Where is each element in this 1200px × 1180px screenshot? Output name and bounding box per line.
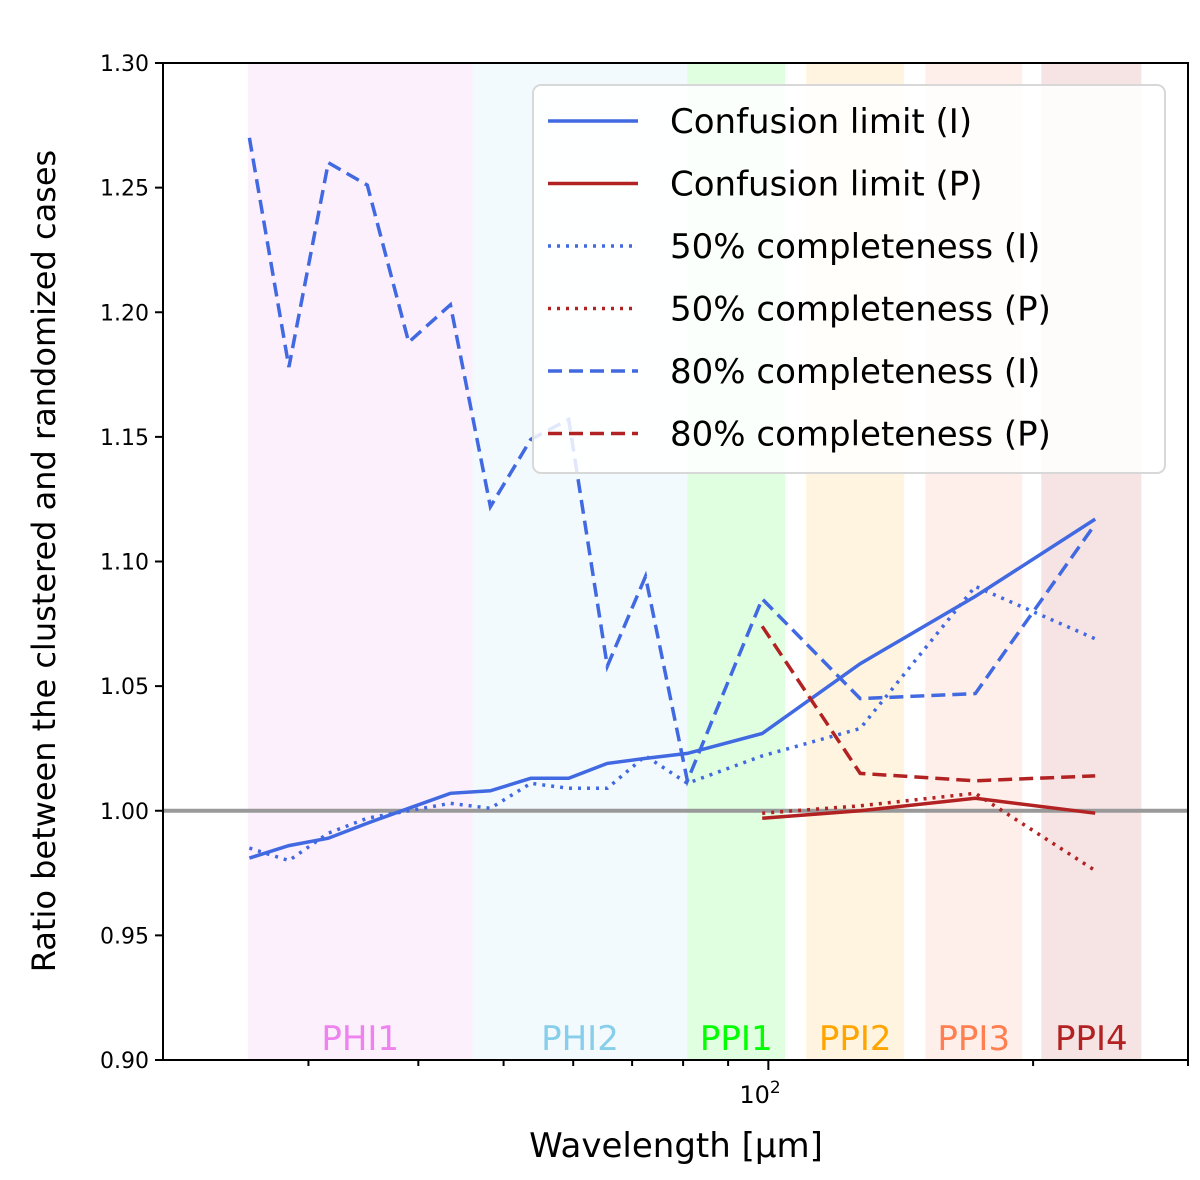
y-tick-label: 1.00 bbox=[100, 800, 149, 825]
band-phi1 bbox=[247, 63, 473, 1060]
legend-box bbox=[532, 84, 1166, 474]
y-tick-label: 1.30 bbox=[100, 52, 149, 77]
y-axis-label: Ratio between the clustered and randomiz… bbox=[25, 150, 63, 972]
band-labels: PHI1 PHI2 PPI1 PPI2 PPI3 PPI4 bbox=[321, 1019, 1127, 1059]
y-tick-label: 1.10 bbox=[100, 551, 149, 576]
legend-label-2: 50% completeness (I) bbox=[670, 227, 1040, 267]
legend-label-1: Confusion limit (P) bbox=[670, 165, 983, 205]
band-label-ppi4: PPI4 bbox=[1055, 1019, 1128, 1059]
x-axis-label: Wavelength [μm] bbox=[529, 1126, 823, 1166]
band-label-phi1: PHI1 bbox=[321, 1019, 399, 1059]
legend: Confusion limit (I) Confusion limit (P) 50… bbox=[532, 84, 1166, 474]
series-line-5 bbox=[760, 625, 1096, 783]
y-axis: 0.90 0.95 1.00 1.05 1.10 1.15 1.20 1.25 1.30 bbox=[100, 52, 163, 1074]
legend-label-3: 50% completeness (P) bbox=[670, 290, 1051, 330]
band-label-ppi2: PPI2 bbox=[819, 1019, 892, 1059]
series-line-1 bbox=[762, 796, 1096, 820]
band-label-ppi1: PPI1 bbox=[700, 1019, 773, 1059]
band-label-ppi3: PPI3 bbox=[937, 1019, 1010, 1059]
legend-label-4: 80% completeness (I) bbox=[670, 352, 1040, 392]
series-line-2 bbox=[248, 584, 1096, 863]
legend-label-5: 80% completeness (P) bbox=[670, 415, 1051, 455]
y-tick-label: 0.95 bbox=[100, 924, 149, 949]
y-tick-label: 0.90 bbox=[100, 1049, 149, 1074]
y-tick-label: 1.25 bbox=[100, 177, 149, 202]
band-label-phi2: PHI2 bbox=[541, 1019, 619, 1059]
y-tick-label: 1.20 bbox=[100, 301, 149, 326]
y-tick-label: 1.05 bbox=[100, 675, 149, 700]
legend-label-0: Confusion limit (I) bbox=[670, 102, 972, 142]
y-tick-label: 1.15 bbox=[100, 426, 149, 451]
x-tick-label-100: 102 bbox=[739, 1078, 780, 1109]
x-axis bbox=[307, 1060, 1189, 1070]
